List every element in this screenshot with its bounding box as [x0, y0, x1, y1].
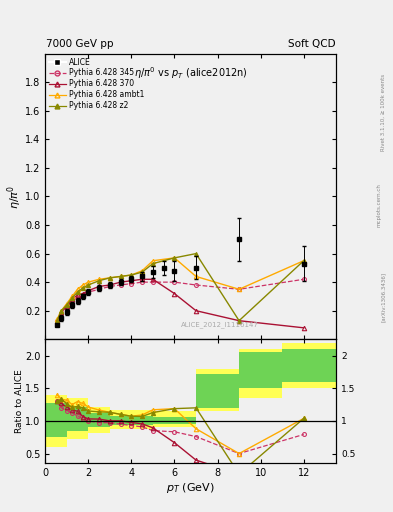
- Text: $\eta/\pi^0$ vs $p_T$ (alice2012n): $\eta/\pi^0$ vs $p_T$ (alice2012n): [134, 65, 248, 81]
- Legend: ALICE, Pythia 6.428 345, Pythia 6.428 370, Pythia 6.428 ambt1, Pythia 6.428 z2: ALICE, Pythia 6.428 345, Pythia 6.428 37…: [48, 56, 146, 112]
- Text: Rivet 3.1.10, ≥ 100k events: Rivet 3.1.10, ≥ 100k events: [381, 74, 386, 151]
- Text: mcplots.cern.ch: mcplots.cern.ch: [377, 183, 382, 227]
- Y-axis label: Ratio to ALICE: Ratio to ALICE: [15, 370, 24, 433]
- Text: 7000 GeV pp: 7000 GeV pp: [46, 38, 114, 49]
- Text: [arXiv:1306.3436]: [arXiv:1306.3436]: [381, 272, 386, 322]
- Text: ALICE_2012_I1116147: ALICE_2012_I1116147: [181, 321, 259, 328]
- Text: Soft QCD: Soft QCD: [288, 38, 335, 49]
- Y-axis label: $\eta/\pi^0$: $\eta/\pi^0$: [5, 184, 24, 209]
- X-axis label: $p_T$ (GeV): $p_T$ (GeV): [166, 481, 215, 495]
